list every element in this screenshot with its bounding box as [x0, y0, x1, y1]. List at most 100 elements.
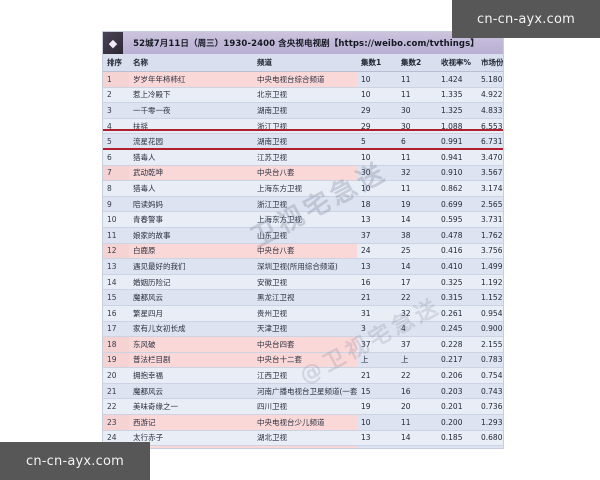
cell-share: 1.192	[477, 274, 503, 291]
cell-rank: 19	[103, 352, 129, 369]
col-header-rank[interactable]: 排序	[103, 54, 129, 72]
table-row[interactable]: 9 陪读妈妈 浙江卫视 18 19 0.699 2.565	[103, 196, 503, 213]
cell-share: 0.783	[477, 352, 503, 369]
cell-episode-2: 22	[397, 367, 437, 384]
table-row[interactable]: 20 拥抱幸福 江西卫视 21 22 0.206 0.754	[103, 367, 503, 384]
cell-rating: 0.941	[437, 149, 477, 166]
cell-channel: 中央台八套	[253, 165, 357, 182]
table-row[interactable]: 12 白鹿原 中央台八套 24 25 0.416 3.756	[103, 243, 503, 260]
cell-share: 0.954	[477, 305, 503, 322]
table-row[interactable]: 8 猎毒人 上海东方卫视 10 11 0.862 3.174	[103, 180, 503, 197]
table-row[interactable]: 11 娘家的故事 山东卫视 37 38 0.478 1.762	[103, 227, 503, 244]
cell-channel: 深圳卫视(所用综合频道)	[253, 258, 357, 275]
cell-rank: 7	[103, 165, 129, 182]
col-header-ep1[interactable]: 集数1	[357, 54, 397, 72]
table-row[interactable]: 14 婚姻历险记 安徽卫视 16 17 0.325 1.192	[103, 274, 503, 291]
cell-name: 太行赤子	[129, 430, 253, 447]
cell-share: 6.553	[477, 118, 503, 135]
cell-rank: 10	[103, 211, 129, 228]
cell-name: 青春警事	[129, 211, 253, 228]
cell-rating: 0.200	[437, 414, 477, 431]
col-header-ep2[interactable]: 集数2	[397, 54, 437, 72]
table-row[interactable]: 13 遇见最好的我们 深圳卫视(所用综合频道) 13 14 0.410 1.499	[103, 258, 503, 275]
cell-episode-2: 30	[397, 102, 437, 119]
cell-rating: 0.228	[437, 336, 477, 353]
cell-name: 魔都风云	[129, 383, 253, 400]
cell-channel: 湖南卫视	[253, 102, 357, 119]
cell-name: 繁星四月	[129, 305, 253, 322]
table-row[interactable]: 15 魔都风云 黑龙江卫视 21 22 0.315 1.152	[103, 289, 503, 306]
cell-channel: 贵州卫视	[253, 305, 357, 322]
cell-rating: 0.595	[437, 211, 477, 228]
table-row[interactable]: 6 猎毒人 江苏卫视 10 11 0.941 3.470	[103, 149, 503, 166]
col-header-channel[interactable]: 频道	[253, 54, 357, 72]
col-header-name[interactable]: 名称	[129, 54, 253, 72]
cell-episode-1: 21	[357, 289, 397, 306]
cell-episode-1: 24	[357, 243, 397, 260]
col-header-rate[interactable]: 收视率%	[437, 54, 477, 72]
cell-rating: 0.478	[437, 227, 477, 244]
table-row[interactable]: 17 家有儿女初长成 天津卫视 3 4 0.245 0.900	[103, 321, 503, 338]
table-row[interactable]: 18 东风破 中央台四套 37 37 0.228 2.155	[103, 336, 503, 353]
cell-episode-1: 15	[357, 383, 397, 400]
cell-share: 2.155	[477, 336, 503, 353]
cell-channel: 安徽卫视	[253, 274, 357, 291]
cell-episode-1: 29	[357, 118, 397, 135]
cell-rank: 9	[103, 196, 129, 213]
table-row[interactable]: 23 西游记 中央电视台少儿频道 10 11 0.200 1.293	[103, 414, 503, 431]
cell-channel: 河南广播电视台卫星频道(一套)	[253, 383, 357, 400]
cell-name: 家有儿女初长成	[129, 321, 253, 338]
table-row[interactable]: 21 魔都风云 河南广播电视台卫星频道(一套) 15 16 0.203 0.743	[103, 383, 503, 400]
table-row[interactable]: 10 青春警事 上海东方卫视 13 14 0.595 3.731	[103, 211, 503, 228]
cell-name: 一千零一夜	[129, 102, 253, 119]
table-row[interactable]: 7 武动乾坤 中央台八套 30 32 0.910 3.567	[103, 165, 503, 182]
cell-name: 白鹿原	[129, 243, 253, 260]
cell-channel: 黑龙江卫视	[253, 289, 357, 306]
cell-rank: 4	[103, 118, 129, 135]
table-row[interactable]: 19 普法栏目剧 中央台十二套上上 0.217 0.783	[103, 352, 503, 369]
table-row[interactable]: 4 扶摇 浙江卫视 29 30 1.088 6.553	[103, 118, 503, 135]
cell-rank: 13	[103, 258, 129, 275]
cell-episode-1: 16	[357, 274, 397, 291]
cell-rank: 11	[103, 227, 129, 244]
cell-name: 西游记	[129, 414, 253, 431]
cell-share: 1.499	[477, 258, 503, 275]
cell-channel: 山东卫视	[253, 227, 357, 244]
cell-episode-2: 32	[397, 305, 437, 322]
cell-share: 2.565	[477, 196, 503, 213]
table-row[interactable]: 3 一千零一夜 湖南卫视 29 30 1.325 4.833	[103, 102, 503, 119]
col-header-share[interactable]: 市场份额%	[477, 54, 503, 72]
cell-episode-1: 上	[357, 352, 397, 369]
cell-episode-2: 20	[397, 398, 437, 416]
cell-rating: 0.699	[437, 196, 477, 213]
cell-share: 0.736	[477, 398, 503, 416]
table-row[interactable]: 22 美味奇缘之一 四川卫视 19 20 0.201 0.736	[103, 398, 503, 416]
ratings-table-card: ◆ 52城7月11日（周三）1930-2400 含央视电视剧【https://w…	[103, 32, 503, 448]
cell-rank: 5	[103, 133, 129, 150]
cell-channel: 中央台十一套	[253, 445, 357, 448]
cell-name: 陪读妈妈	[129, 196, 253, 213]
cell-rating: 0.206	[437, 367, 477, 384]
cell-episode-2: 11	[397, 149, 437, 166]
cell-share: 3.756	[477, 243, 503, 260]
cell-channel: 中央台八套	[253, 243, 357, 260]
cell-rating: 0.991	[437, 133, 477, 150]
cell-share: 1.762	[477, 227, 503, 244]
cell-rank: 22	[103, 398, 129, 416]
table-row[interactable]: 2 惹上冷殿下 北京卫视 10 11 1.335 4.922	[103, 87, 503, 104]
table-row[interactable]: 1 岁岁年年柿柿红 中央电视台综合频道 10 11 1.424 5.180	[103, 71, 503, 88]
cell-episode-1: 10	[357, 414, 397, 431]
table-row[interactable]: 16 繁星四月 贵州卫视 31 32 0.261 0.954	[103, 305, 503, 322]
cell-episode-2: 11	[397, 87, 437, 104]
watermark-url-bottom-left: cn-cn-ayx.com	[0, 442, 150, 480]
cell-rating: 1.088	[437, 118, 477, 135]
cell-rating: 1.335	[437, 87, 477, 104]
cell-rating: 0.175	[437, 445, 477, 448]
cell-name: 婚姻历险记	[129, 274, 253, 291]
cell-rating: 0.416	[437, 243, 477, 260]
cell-share: 0.754	[477, 367, 503, 384]
table-row[interactable]: 5 流星花园 湖南卫视 5 6 0.991 6.731	[103, 133, 503, 150]
cell-name: 武动乾坤	[129, 165, 253, 182]
table-row[interactable]: 24 太行赤子 湖北卫视 13 14 0.185 0.680	[103, 430, 503, 447]
table-row[interactable]: 25隋唐英雄第三部罗通扫北薛仁贵征东中央台十一套66660.1750.948	[103, 445, 503, 448]
